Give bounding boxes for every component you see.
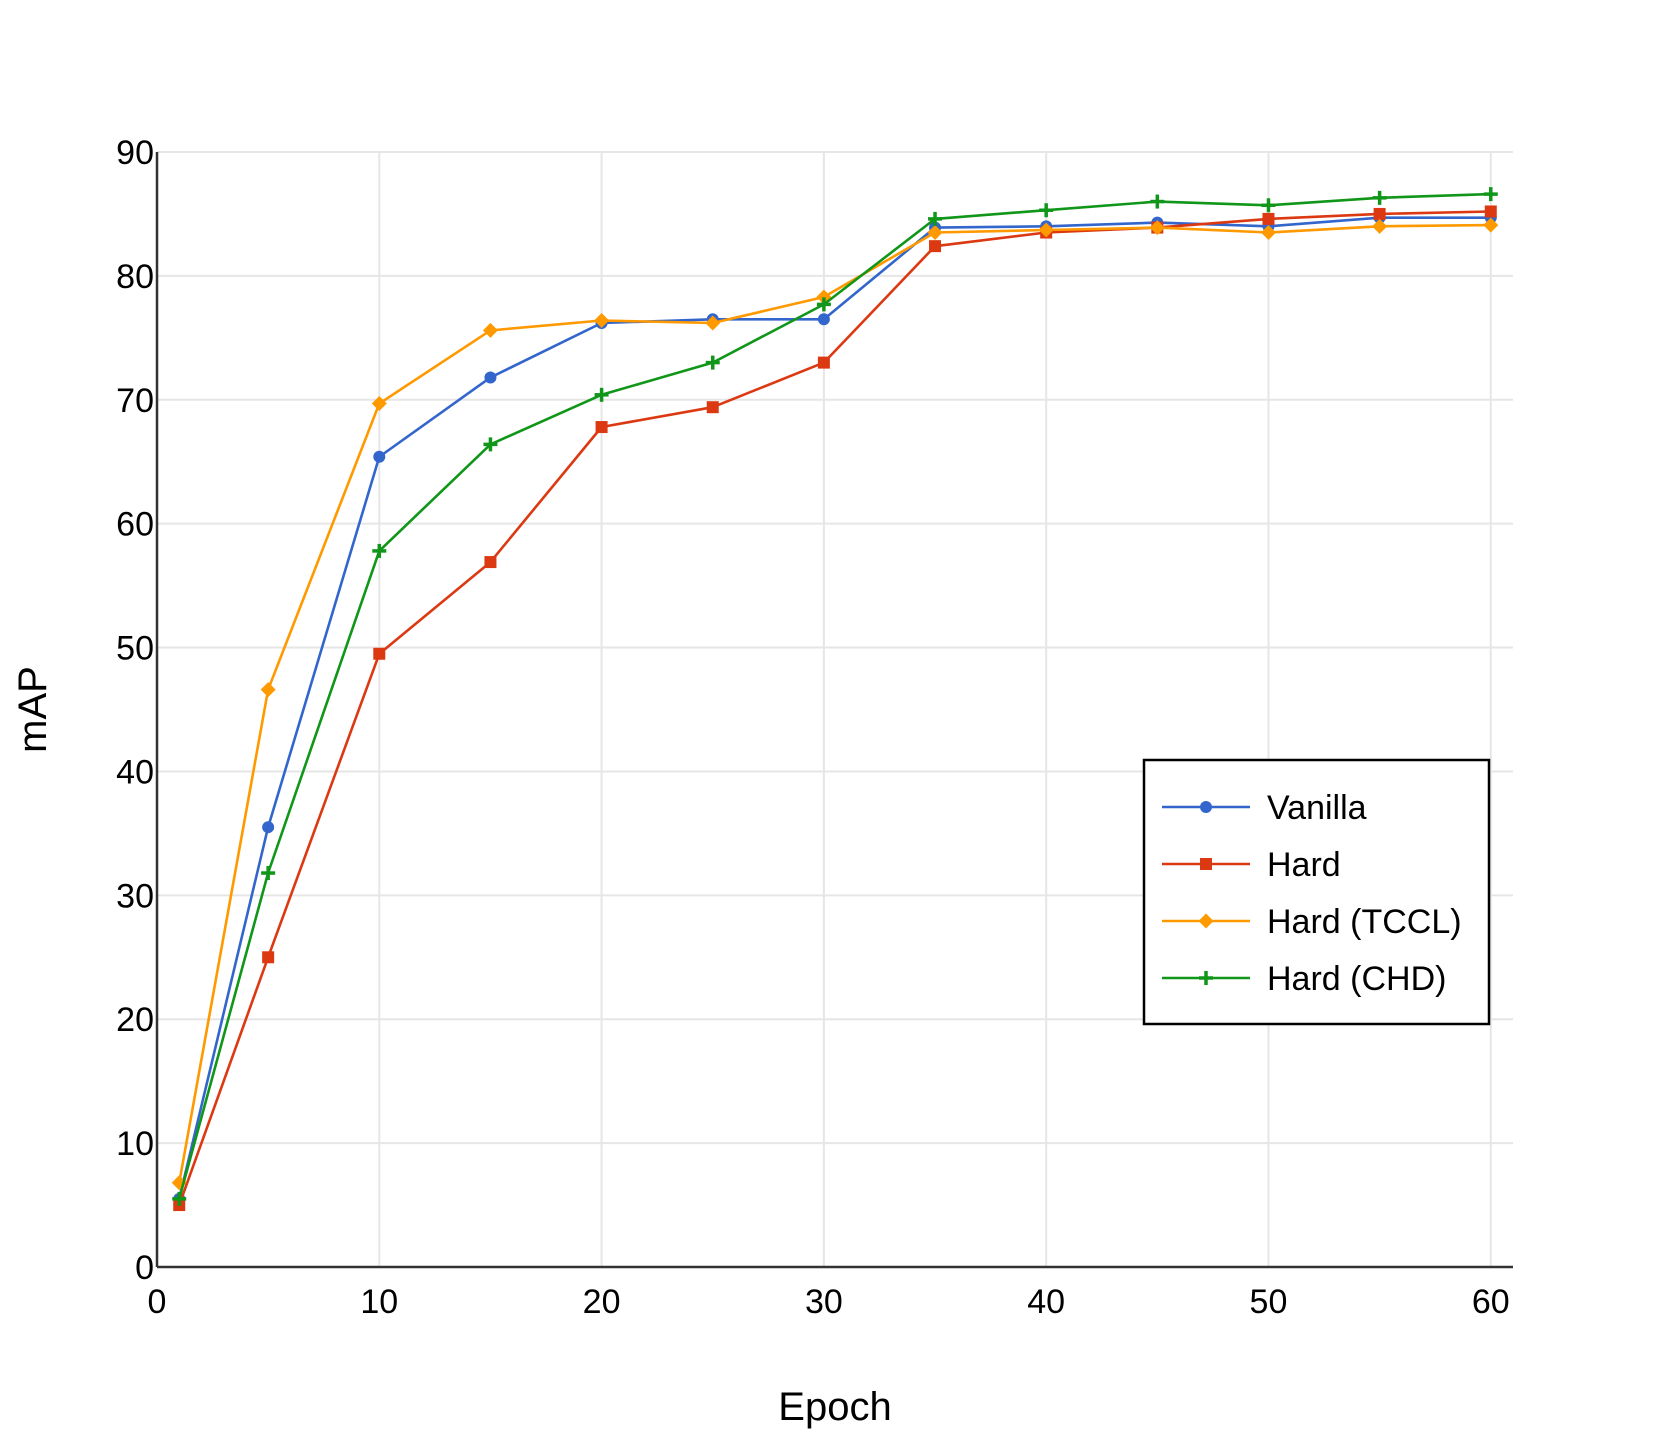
y-tick-label: 20 [116,1001,154,1039]
legend-marker [1198,913,1214,929]
data-point-hard-tccl [1372,218,1388,234]
y-tick-label: 70 [116,382,154,420]
data-point-hard [706,401,719,414]
data-point-hard-chd [705,355,720,370]
y-tick-label: 0 [135,1249,154,1287]
data-point-hard-chd [372,543,387,558]
data-point-hard-tccl [1260,225,1276,241]
y-tick-label: 50 [116,630,154,668]
y-tick-label: 90 [116,134,154,172]
data-point-hard-tccl [482,322,498,338]
x-tick-label: 0 [148,1283,167,1321]
legend: Vanilla Hard Hard (TCCL) Hard (CHD) [1142,758,1491,1026]
x-tick-label: 30 [805,1283,843,1321]
series-hard-chd [172,187,1498,1206]
data-point-hard-chd [1261,198,1276,213]
data-point-hard-chd [483,437,498,452]
data-point-hard [1262,212,1275,225]
data-point-hard-tccl [1149,220,1165,236]
data-point-hard-tccl [260,682,276,698]
data-point-hard-chd [928,211,943,226]
x-axis-title: Epoch [778,1385,891,1429]
legend-label: Vanilla [1267,789,1367,827]
data-point-vanilla [484,371,497,384]
y-tick-label: 60 [116,506,154,544]
data-point-hard [1373,207,1386,220]
y-axis-title: mAP [11,666,55,753]
series [171,187,1499,1212]
legend-label: Hard (CHD) [1267,960,1446,998]
legend-marker [1199,971,1213,985]
data-point-hard [484,556,497,569]
x-tick-label: 60 [1472,1283,1510,1321]
data-point-hard [817,356,830,369]
data-point-hard-chd [1150,194,1165,209]
data-point-hard-tccl [1483,217,1499,233]
data-point-hard-chd [1483,187,1498,202]
y-tick-label: 40 [116,753,154,791]
legend-item-vanilla: Vanilla [1162,789,1367,827]
data-point-hard-chd [1372,190,1387,205]
data-point-hard-chd [172,1191,187,1206]
y-tick-label: 80 [116,258,154,296]
y-tick-label: 30 [116,877,154,915]
legend-marker [1200,801,1212,813]
x-tick-label: 20 [583,1283,621,1321]
data-point-vanilla [373,450,386,463]
data-point-hard-chd [1039,203,1054,218]
axes: 0 10 20 30 40 50 60 70 80 90 0 10 20 30 40 50 60 [116,134,1513,1321]
data-point-hard-chd [816,297,831,312]
data-point-hard-chd [261,866,276,881]
data-point-hard-tccl [371,395,387,411]
data-point-hard [262,951,275,964]
y-tick-label: 10 [116,1125,154,1163]
legend-item-hard-tccl: Hard (TCCL) [1162,903,1462,941]
data-point-hard-tccl [927,225,943,241]
data-point-vanilla [262,821,275,834]
x-tick-label: 40 [1027,1283,1065,1321]
legend-item-hard-chd: Hard (CHD) [1162,960,1446,998]
data-point-hard [373,647,386,660]
data-point-hard-tccl [594,312,610,328]
data-point-hard [929,240,942,253]
legend-marker [1200,858,1212,870]
data-point-vanilla [817,313,830,326]
data-point-hard [1484,205,1497,218]
legend-label: Hard [1267,846,1341,884]
x-tick-label: 10 [360,1283,398,1321]
data-point-hard [595,421,608,434]
data-point-hard-tccl [1038,222,1054,238]
data-point-hard-tccl [705,315,721,331]
gridlines [157,151,1513,1267]
x-tick-label: 50 [1250,1283,1288,1321]
legend-label: Hard (TCCL) [1267,903,1462,941]
legend-item-hard: Hard [1162,846,1341,884]
data-point-hard-chd [594,387,609,402]
